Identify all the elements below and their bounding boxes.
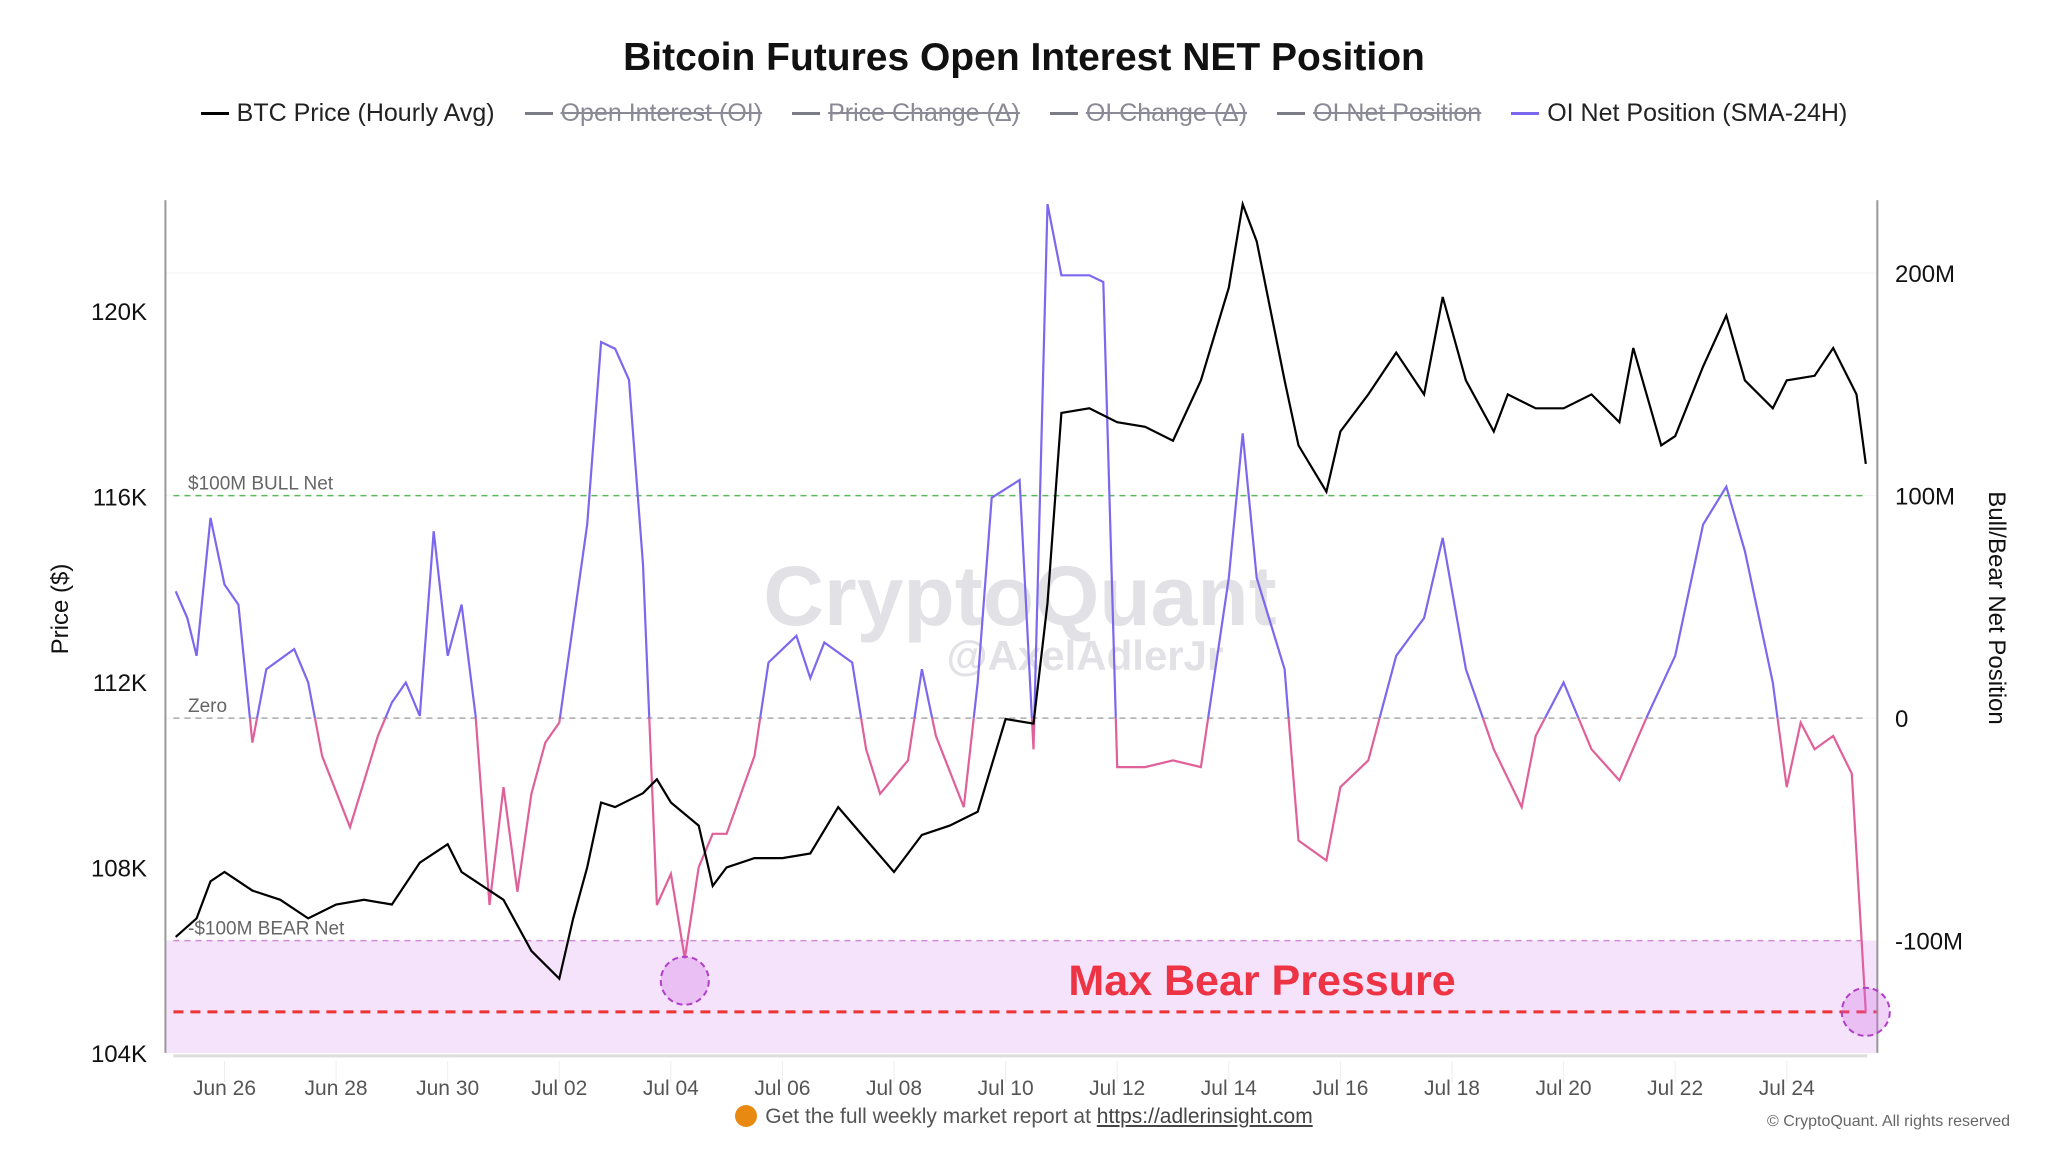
legend-swatch (1277, 112, 1306, 115)
legend-label: BTC Price (Hourly Avg) (236, 99, 495, 127)
legend: BTC Price (Hourly Avg) Open Interest (OI… (0, 99, 2048, 128)
x-tick-label: Jul 18 (1424, 1077, 1480, 1100)
x-tick-label: Jul 10 (978, 1077, 1034, 1100)
y-left-tick-label: 104K (91, 1041, 147, 1068)
y-left-tick-label: 120K (91, 299, 147, 326)
footer: Get the full weekly market report at htt… (0, 1105, 2048, 1129)
reference-label: $100M BULL Net (188, 474, 334, 495)
y-right-axis-label: Bull/Bear Net Position (1983, 491, 2010, 724)
legend-label: OI Net Position (SMA-24H) (1547, 99, 1848, 127)
footer-text: Get the full weekly market report at (765, 1105, 1091, 1128)
coin-icon (735, 1105, 758, 1127)
watermark-handle: @AxelAdlerJr (947, 632, 1224, 679)
highlight-circle (1840, 986, 1891, 1037)
x-tick-label: Jul 08 (866, 1077, 922, 1100)
chart-title: Bitcoin Futures Open Interest NET Positi… (623, 36, 1425, 79)
oi-net-sma-line-negative (248, 718, 1867, 1012)
reference-label: -$100M BEAR Net (188, 919, 345, 940)
y-left-tick-label: 108K (91, 855, 147, 882)
legend-item-open-interest[interactable]: Open Interest (OI) (524, 99, 763, 128)
legend-swatch (200, 112, 229, 115)
x-tick-label: Jul 20 (1536, 1077, 1592, 1100)
legend-item-oi-net-position[interactable]: OI Net Position (1277, 99, 1481, 128)
y-left-tick-label: 112K (93, 670, 147, 697)
legend-label: Price Change (Δ) (828, 99, 1020, 127)
x-tick-label: Jul 12 (1089, 1077, 1145, 1100)
legend-swatch (1049, 112, 1078, 115)
y-right-tick-label: 0 (1895, 706, 1908, 733)
legend-label: OI Net Position (1313, 99, 1482, 127)
y-left-tick-label: 116K (93, 484, 147, 511)
copyright: © CryptoQuant. All rights reserved (1767, 1113, 2010, 1130)
y-right-tick-label: 200M (1895, 261, 1955, 288)
x-tick-label: Jul 24 (1759, 1077, 1815, 1100)
max-bear-pressure-label: Max Bear Pressure (1068, 957, 1455, 1005)
bear-zone (165, 940, 1878, 1053)
legend-item-btc-price[interactable]: BTC Price (Hourly Avg) (200, 99, 495, 128)
x-tick-label: Jun 26 (193, 1077, 256, 1100)
x-tick-label: Jul 16 (1312, 1077, 1368, 1100)
legend-label: Open Interest (OI) (560, 99, 763, 127)
x-tick-label: Jul 06 (754, 1077, 810, 1100)
watermark-brand: CryptoQuant (763, 549, 1276, 643)
x-tick-label: Jul 22 (1647, 1077, 1703, 1100)
legend-item-price-change[interactable]: Price Change (Δ) (792, 99, 1020, 128)
y-right-tick-label: -100M (1895, 929, 1963, 956)
x-tick-label: Jun 28 (305, 1077, 368, 1100)
btc-price-line (174, 199, 1867, 981)
highlight-circle (659, 955, 710, 1006)
legend-item-oi-net-sma[interactable]: OI Net Position (SMA-24H) (1511, 99, 1847, 128)
report-link[interactable]: https://adlerinsight.com (1096, 1105, 1313, 1128)
legend-swatch (1511, 112, 1540, 115)
x-tick-label: Jul 04 (643, 1077, 699, 1100)
y-right-tick-label: 100M (1895, 484, 1955, 511)
legend-item-oi-change[interactable]: OI Change (Δ) (1049, 99, 1248, 128)
legend-label: OI Change (Δ) (1085, 99, 1248, 127)
legend-swatch (524, 112, 553, 115)
x-tick-label: Jul 02 (531, 1077, 587, 1100)
x-tick-label: Jul 14 (1201, 1077, 1257, 1100)
reference-label: Zero (188, 696, 227, 717)
oi-net-sma-line-positive (174, 203, 1779, 719)
y-left-axis-label: Price ($) (47, 564, 74, 655)
x-tick-label: Jun 30 (416, 1077, 479, 1100)
legend-swatch (792, 112, 821, 115)
